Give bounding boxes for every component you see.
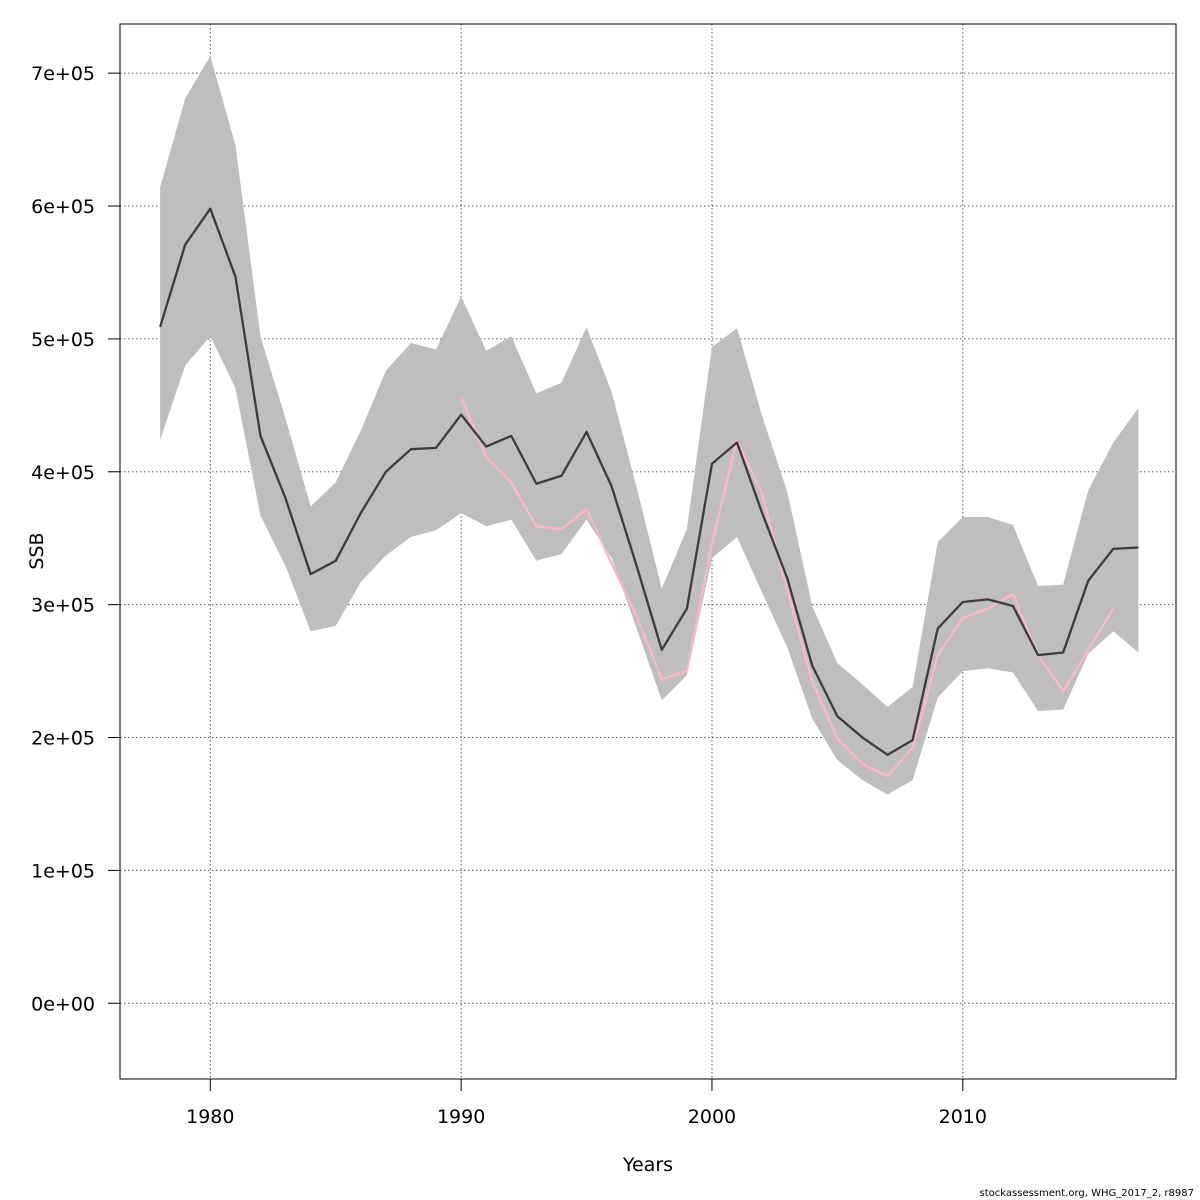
series-line-retro [460, 396, 1115, 778]
y-tick-label: 3e+05 [31, 595, 95, 617]
x-tick-label: 2000 [688, 1106, 736, 1128]
x-tick-label: 2010 [939, 1106, 987, 1128]
confidence-band-area [160, 55, 1139, 795]
y-tick-label: 2e+05 [31, 728, 95, 750]
credit-text: stockassessment.org, WHG_2017_2, r8987 [979, 1188, 1194, 1199]
axes: 1980 1990 2000 2010 0e+00 1e+05 2e+05 3e+05 4e+0… [31, 63, 987, 1128]
series-line-main [159, 207, 1139, 756]
y-axis-title: SSB [26, 532, 48, 569]
plot-frame [119, 23, 1177, 1080]
y-tick-label: 7e+05 [31, 63, 95, 85]
confidence-band [160, 55, 1139, 795]
x-axis-title: Years [622, 1154, 673, 1176]
y-tick-label: 5e+05 [31, 329, 95, 351]
x-tick-label: 1980 [186, 1106, 234, 1128]
y-tick-label: 6e+05 [31, 196, 95, 218]
y-tick-label: 4e+05 [31, 462, 95, 484]
x-tick-label: 1990 [437, 1106, 485, 1128]
y-tick-label: 0e+00 [31, 993, 95, 1015]
series-lines [159, 207, 1139, 778]
y-tick-label: 1e+05 [31, 860, 95, 882]
